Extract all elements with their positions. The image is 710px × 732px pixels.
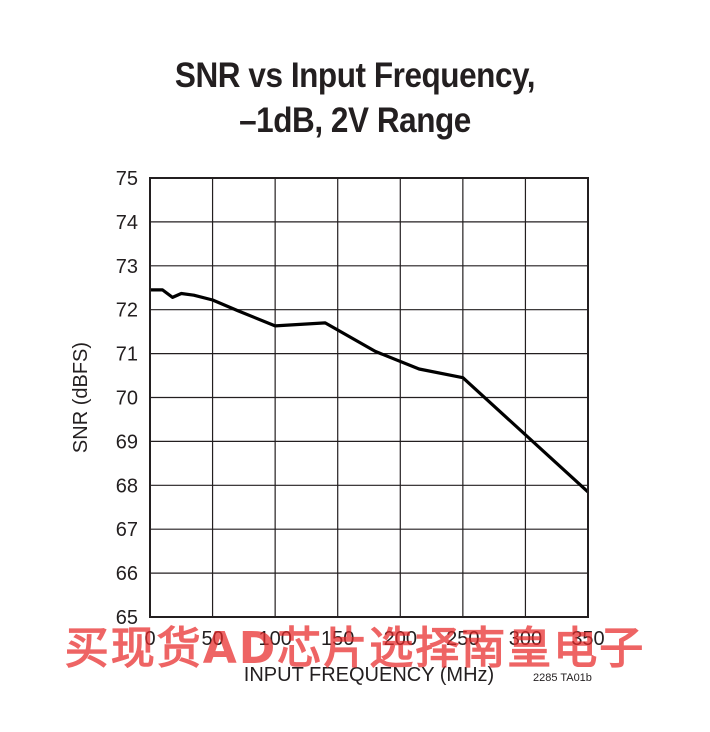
x-tick-label: 200: [384, 628, 417, 650]
x-tick-label: 150: [321, 628, 354, 650]
x-axis-label: INPUT FREQUENCY (MHz): [244, 664, 494, 686]
watermark-text: 买现货AD芯片选择南皇电子: [64, 623, 646, 674]
snr-series-line: [150, 288, 590, 494]
y-tick-label: 73: [116, 256, 138, 278]
y-tick-label: 74: [116, 212, 138, 234]
x-tick-labels: 0 50 100 150 200 250 300 350: [144, 628, 604, 650]
grid-lines: [149, 177, 589, 618]
chart-title: SNR vs Input Frequency,: [174, 56, 536, 95]
y-axis-label: SNR (dBFS): [70, 342, 92, 453]
figure-code: 2285 TA01b: [533, 672, 592, 684]
y-tick-label: 66: [116, 563, 138, 585]
x-tick-label: 50: [201, 628, 223, 650]
y-tick-label: 71: [116, 344, 138, 366]
y-tick-label: 69: [116, 431, 138, 453]
y-tick-label: 65: [116, 607, 138, 629]
x-tick-label: 350: [571, 628, 604, 650]
chart-subtitle: –1dB, 2V Range: [239, 101, 471, 140]
x-tick-label: 250: [446, 628, 479, 650]
y-tick-label: 68: [116, 475, 138, 497]
series-line-group: [150, 288, 590, 494]
x-tick-label: 0: [144, 628, 155, 650]
y-tick-label: 70: [116, 388, 138, 410]
plot-frame: [149, 177, 589, 618]
y-tick-label: 75: [116, 168, 138, 190]
x-tick-label: 300: [509, 628, 542, 650]
y-tick-labels: 65 66 67 68 69 70 71 72 73 74 75: [116, 168, 138, 629]
x-tick-label: 100: [258, 628, 291, 650]
y-tick-label: 72: [116, 300, 138, 322]
y-tick-label: 67: [116, 519, 138, 541]
